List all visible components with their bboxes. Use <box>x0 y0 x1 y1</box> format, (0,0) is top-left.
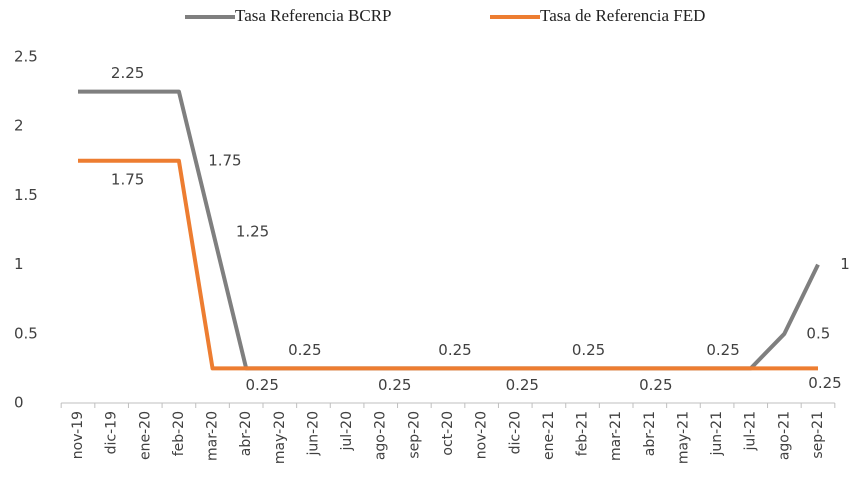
legend-label: Tasa Referencia BCRP <box>235 6 392 25</box>
x-tick-label: ene-21 <box>541 411 557 460</box>
x-tick-label: nov-19 <box>70 411 86 459</box>
y-tick-label: 1.5 <box>14 186 38 204</box>
y-tick-label: 2 <box>14 117 24 135</box>
data-label: 0.25 <box>378 376 411 394</box>
x-tick-label: jun-21 <box>709 411 725 457</box>
data-label: 0.25 <box>808 374 841 392</box>
x-tick-label: jul-20 <box>339 411 355 452</box>
data-label: 0.25 <box>438 341 471 359</box>
data-label: 0.25 <box>245 376 278 394</box>
y-tick-label: 1 <box>14 255 24 273</box>
x-tick-label: may-20 <box>272 411 288 464</box>
data-label: 1.75 <box>111 170 144 188</box>
x-tick-label: ago-21 <box>776 411 792 460</box>
x-tick-label: ago-20 <box>373 411 389 460</box>
data-label: 0.25 <box>506 376 539 394</box>
y-tick-label: 0.5 <box>14 324 38 342</box>
x-tick-label: dic-20 <box>507 411 523 454</box>
data-label: 2.25 <box>111 64 144 82</box>
x-tick-label: feb-21 <box>575 411 591 456</box>
data-label: 1.25 <box>236 223 269 241</box>
x-tick-label: mar-21 <box>608 411 624 461</box>
data-label: 0.25 <box>706 341 739 359</box>
x-tick-label: may-21 <box>675 411 691 464</box>
series-line <box>78 158 818 371</box>
data-label: 1 <box>840 255 850 273</box>
x-tick-label: jun-20 <box>305 411 321 457</box>
x-tick-label: jul-21 <box>743 411 759 452</box>
x-tick-label: dic-19 <box>104 411 120 454</box>
x-tick-label: ene-20 <box>137 411 153 460</box>
data-label: 0.25 <box>288 341 321 359</box>
data-label: 1.75 <box>208 151 241 169</box>
x-tick-label: abr-21 <box>642 411 658 456</box>
data-label: 0.25 <box>639 376 672 394</box>
y-tick-label: 2.5 <box>14 48 38 66</box>
x-tick-label: feb-20 <box>171 411 187 456</box>
y-tick-label: 0 <box>14 394 24 412</box>
x-tick-label: sep-20 <box>406 411 422 459</box>
x-tick-label: nov-20 <box>474 411 490 459</box>
x-tick-label: mar-20 <box>205 411 221 461</box>
x-tick-label: abr-20 <box>238 411 254 456</box>
data-label: 0.25 <box>572 341 605 359</box>
data-label: 0.5 <box>806 324 830 342</box>
legend-label: Tasa de Referencia FED <box>540 6 705 25</box>
x-tick-label: oct-20 <box>440 411 456 456</box>
x-tick-label: sep-21 <box>810 411 826 459</box>
